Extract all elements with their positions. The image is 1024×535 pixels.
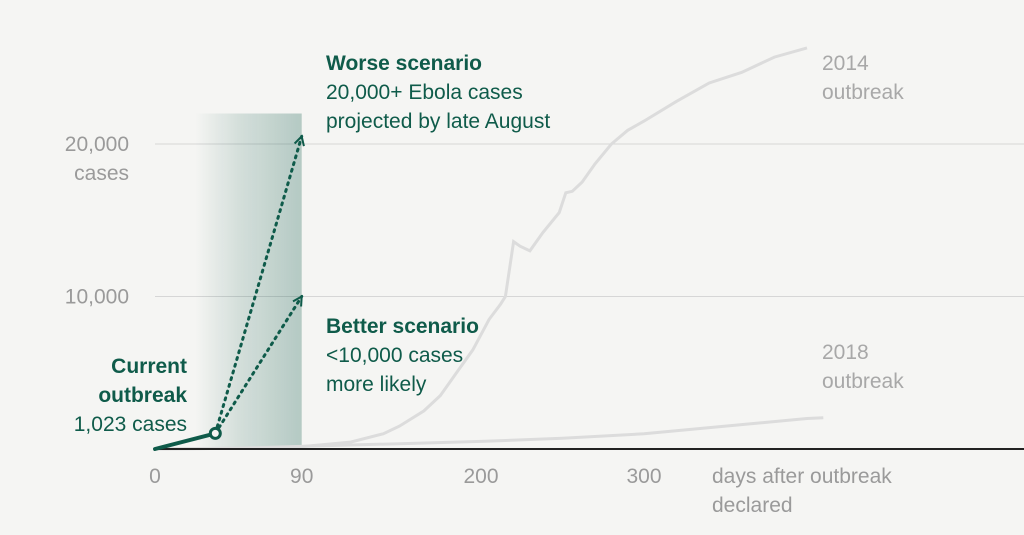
x-tick-label-200: 200	[463, 465, 498, 488]
x-axis-label-line-2: declared	[712, 494, 793, 517]
worse-scenario-line-1: 20,000+ Ebola cases	[326, 81, 523, 104]
series-label-2018-line-2: outbreak	[822, 370, 904, 393]
x-tick-label-300: 300	[626, 465, 661, 488]
series-label-2014-line-2: outbreak	[822, 81, 904, 104]
x-axis-labels: 0 90 200 300 days after outbreak declare…	[149, 465, 892, 517]
x-tick-label-0: 0	[149, 465, 161, 488]
series-line-current-outbreak	[153, 431, 218, 451]
series-label-2014: 2014 outbreak	[822, 52, 904, 104]
x-tick-label-90: 90	[290, 465, 313, 488]
current-outbreak-label-line-1: Current	[111, 355, 187, 378]
series-label-2018: 2018 outbreak	[822, 341, 904, 393]
better-scenario-projection	[213, 295, 304, 435]
worse-scenario-projection	[213, 134, 304, 435]
y-tick-label-10000: 10,000	[65, 286, 129, 309]
x-axis-label: days after outbreak	[712, 465, 892, 488]
series-label-2018-line-1: 2018	[822, 341, 869, 364]
current-outbreak-count: 1,023 cases	[74, 413, 187, 436]
better-scenario-line-2: more likely	[326, 373, 427, 396]
better-scenario-arrowhead	[292, 294, 303, 307]
worse-scenario-annotation: Worse scenario 20,000+ Ebola cases proje…	[326, 52, 550, 133]
y-axis-labels: 10,000 20,000 cases	[65, 133, 129, 309]
projection-band	[195, 113, 302, 449]
current-outbreak-annotation: Current outbreak 1,023 cases	[74, 355, 188, 436]
better-scenario-title: Better scenario	[326, 315, 479, 338]
worse-scenario-title: Worse scenario	[326, 52, 482, 75]
better-scenario-annotation: Better scenario <10,000 cases more likel…	[326, 315, 479, 396]
series-line-2014-outbreak	[154, 46, 808, 451]
series-line-2018-outbreak	[154, 416, 824, 451]
series-label-2014-line-1: 2014	[822, 52, 869, 75]
y-tick-label-20000: 20,000	[65, 133, 129, 156]
y-tick-unit-20000: cases	[74, 162, 129, 185]
better-scenario-line-1: <10,000 cases	[326, 344, 463, 367]
current-outbreak-point	[208, 426, 222, 440]
worse-scenario-arrowhead	[293, 134, 305, 147]
current-outbreak-label-line-2: outbreak	[98, 384, 187, 407]
worse-scenario-line-2: projected by late August	[326, 110, 550, 133]
